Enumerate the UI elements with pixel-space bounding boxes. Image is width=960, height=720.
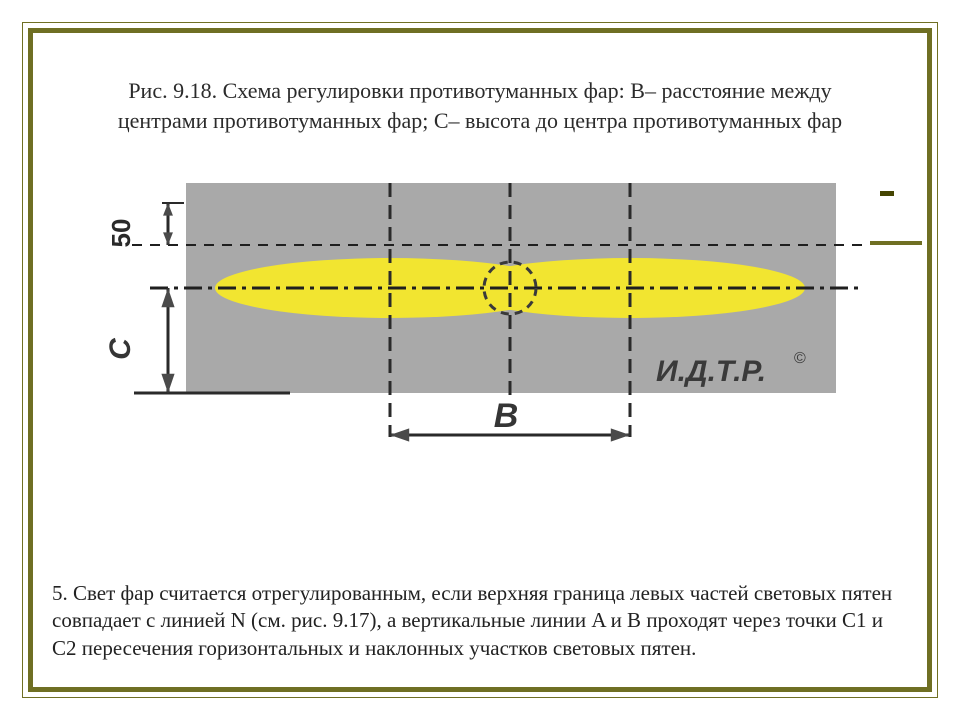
diagram: В С 50 И.Д.Т.Р. © xyxy=(52,163,908,493)
fog-light-adjustment-diagram: В С 50 И.Д.Т.Р. © xyxy=(90,163,870,493)
figure-caption: Рис. 9.18. Схема регулировки противотума… xyxy=(76,76,884,135)
content: Рис. 9.18. Схема регулировки противотума… xyxy=(52,60,908,668)
body-paragraph: 5. Свет фар считается отрегулированным, … xyxy=(52,580,908,662)
svg-text:В: В xyxy=(494,397,519,435)
svg-text:С: С xyxy=(104,337,137,360)
svg-text:©: © xyxy=(794,350,806,367)
slide: Рис. 9.18. Схема регулировки противотума… xyxy=(0,0,960,720)
svg-text:И.Д.Т.Р.: И.Д.Т.Р. xyxy=(656,355,766,388)
svg-text:50: 50 xyxy=(106,219,136,248)
